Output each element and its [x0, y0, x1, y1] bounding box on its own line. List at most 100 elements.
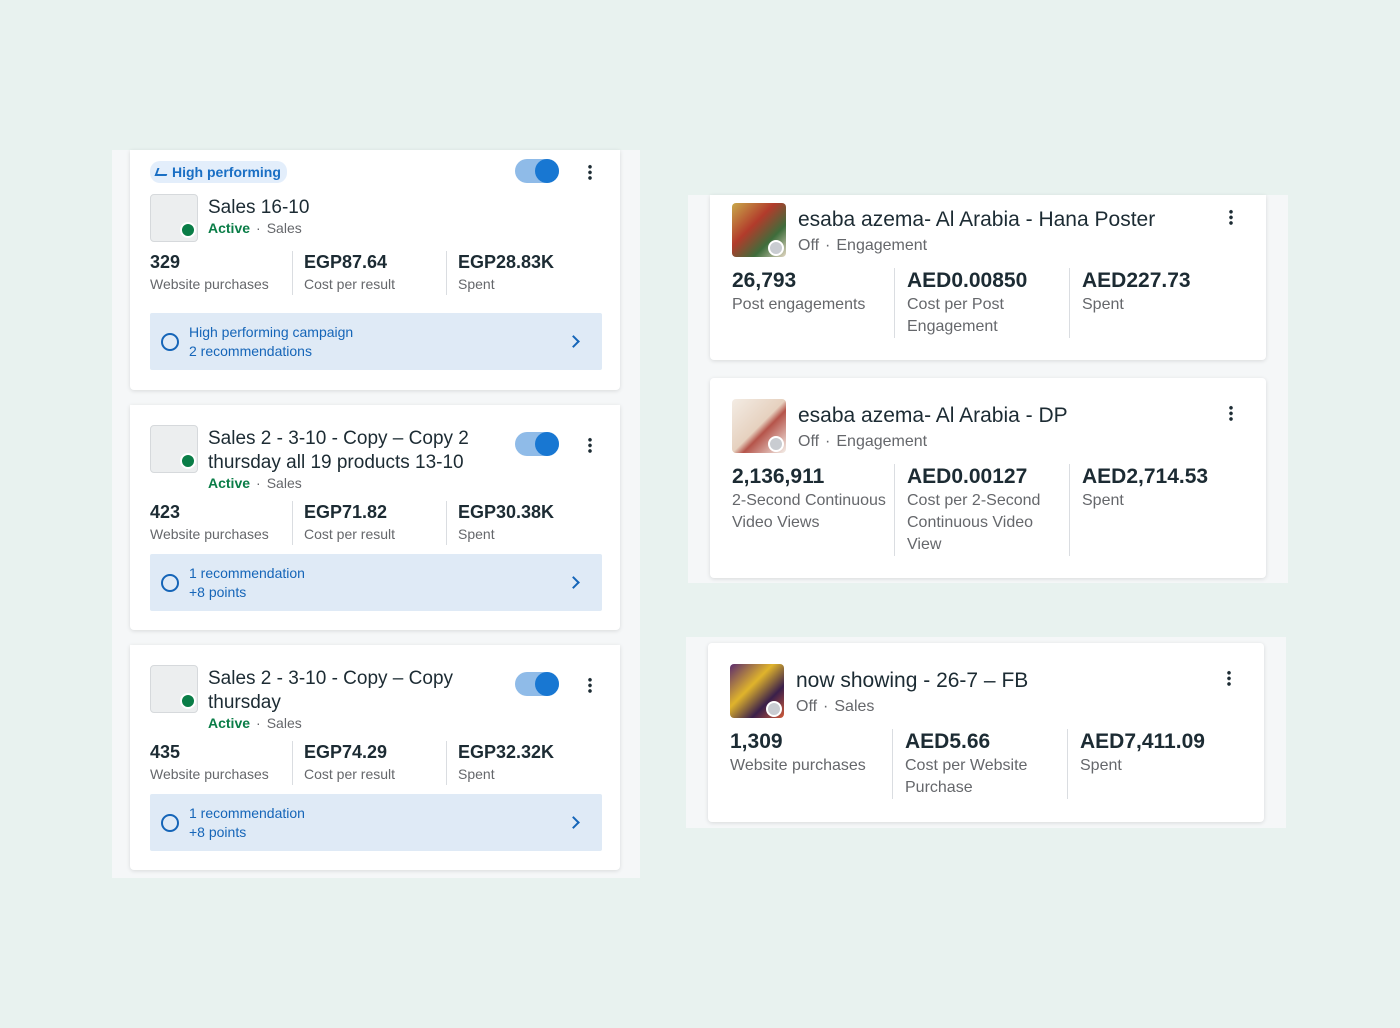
metric-label: Cost per result — [304, 276, 396, 292]
status-line: Off Engagement — [798, 430, 1218, 454]
toggle[interactable] — [515, 432, 559, 456]
metrics: 435 Website purchases EGP74.29 Cost per res… — [150, 741, 598, 785]
metric-label: Website purchases — [150, 766, 269, 782]
campaign-name: esaba azema- Al Arabia - DP — [798, 404, 1068, 427]
name-block: now showing - 26-7 – FB Off Sales — [796, 667, 1216, 719]
metric-label: Spent — [458, 276, 495, 292]
metric: 1,309 Website purchases — [730, 729, 892, 799]
metric-value: EGP71.82 — [304, 502, 388, 522]
objective: Sales — [834, 698, 875, 715]
menu[interactable] — [1227, 670, 1231, 686]
metric-value: AED2,714.53 — [1082, 465, 1209, 488]
status: Off — [798, 237, 820, 254]
menu[interactable] — [588, 677, 592, 693]
metric-label: Spent — [1080, 757, 1122, 774]
campaign-card[interactable]: Sales 2 - 3-10 - Copy – Copy thursday Act… — [130, 645, 620, 870]
metric-value: 1,309 — [730, 730, 783, 753]
name-block: esaba azema- Al Arabia - DP Off Engagement — [798, 402, 1218, 454]
status-dot — [180, 693, 196, 709]
metric-value: 26,793 — [732, 269, 797, 292]
menu[interactable] — [588, 164, 592, 180]
metric-value: 435 — [150, 742, 181, 762]
menu[interactable] — [1229, 209, 1233, 225]
metric-label: Website purchases — [150, 276, 269, 292]
recommendation[interactable]: High performing campaign 2 recommendation… — [150, 313, 602, 370]
metrics: 423 Website purchases EGP71.82 Cost per res… — [150, 501, 598, 545]
menu[interactable] — [1229, 405, 1233, 421]
campaign-card[interactable]: esaba azema- Al Arabia - Hana Poster Off E… — [710, 195, 1266, 360]
metric-label: Cost per Website Purchase — [905, 757, 1028, 796]
separator — [250, 475, 267, 491]
metric-label: Spent — [1082, 492, 1124, 509]
metric: EGP87.64 Cost per result — [292, 251, 446, 295]
status-line: Off Engagement — [798, 234, 1218, 258]
metric-label: Cost per result — [304, 526, 396, 542]
status-line: Active Sales — [208, 715, 498, 731]
objective: Engagement — [836, 433, 928, 450]
status: Off — [798, 433, 820, 450]
campaign-name: esaba azema- Al Arabia - Hana Poster — [798, 208, 1156, 231]
metric: AED2,714.53 Spent — [1069, 464, 1252, 556]
metric-label: 2-Second Continuous Video Views — [732, 492, 886, 531]
metric-label: Spent — [1082, 296, 1124, 313]
campaign-name: Sales 2 - 3-10 - Copy – Copy thursday — [208, 668, 454, 713]
rec-subtitle: +8 points — [189, 584, 247, 600]
badge: High performing — [150, 161, 287, 183]
metric: EGP30.38K Spent — [446, 501, 598, 545]
separator — [250, 220, 267, 236]
metric-label: Cost per Post Engagement — [907, 296, 1004, 335]
rec-title: High performing campaign — [189, 324, 354, 340]
status: Active — [208, 715, 251, 731]
metric-value: AED0.00850 — [907, 269, 1028, 292]
status: Active — [208, 475, 251, 491]
name-block: Sales 2 - 3-10 - Copy – Copy 2 thursday … — [208, 427, 498, 491]
status-dot — [766, 701, 782, 717]
menu[interactable] — [588, 437, 592, 453]
metric: AED0.00850 Cost per Post Engagement — [894, 268, 1069, 338]
metrics: 26,793 Post engagements AED0.00850 Cost per… — [732, 268, 1252, 338]
status: Active — [208, 220, 251, 236]
separator — [819, 433, 836, 450]
metric-value: AED7,411.09 — [1080, 730, 1205, 753]
metric-label: Cost per 2-Second Continuous Video View — [907, 492, 1041, 553]
metric: 423 Website purchases — [150, 501, 292, 545]
status-dot — [180, 453, 196, 469]
metric-label: Cost per result — [304, 766, 396, 782]
metric: 2,136,911 2-Second Continuous Video Views — [732, 464, 894, 556]
toggle[interactable] — [515, 672, 559, 696]
metric-value: AED227.73 — [1082, 269, 1191, 292]
metric-value: AED5.66 — [905, 730, 991, 753]
recommendation[interactable]: 1 recommendation +8 points — [150, 554, 602, 611]
metric: EGP71.82 Cost per result — [292, 501, 446, 545]
metric-value: EGP28.83K — [458, 252, 555, 272]
rec-subtitle: 2 recommendations — [189, 343, 312, 359]
rec-title: 1 recommendation — [189, 805, 305, 821]
metric: 329 Website purchases — [150, 251, 292, 295]
status-line: Active Sales — [208, 220, 498, 236]
campaign-name: Sales 16-10 — [208, 197, 310, 218]
metric: AED0.00127 Cost per 2-Second Continuous V… — [894, 464, 1069, 556]
status-line: Off Sales — [796, 695, 1216, 719]
name-block: Sales 2 - 3-10 - Copy – Copy thursday Act… — [208, 667, 498, 731]
objective: Sales — [266, 475, 302, 491]
metrics: 329 Website purchases EGP87.64 Cost per res… — [150, 251, 598, 295]
campaign-card[interactable]: now showing - 26-7 – FB Off Sales 1,309 Webs… — [708, 643, 1264, 822]
metric-value: 2,136,911 — [732, 465, 825, 488]
metric: 435 Website purchases — [150, 741, 292, 785]
recommendation[interactable]: 1 recommendation +8 points — [150, 794, 602, 851]
campaign-card[interactable]: High performing Sales 16-10 Active Sales 329… — [130, 150, 620, 390]
metric: AED7,411.09 Spent — [1067, 729, 1250, 799]
objective: Engagement — [836, 237, 928, 254]
campaign-card[interactable]: esaba azema- Al Arabia - DP Off Engagement… — [710, 378, 1266, 578]
campaign-card[interactable]: Sales 2 - 3-10 - Copy – Copy 2 thursday … — [130, 405, 620, 630]
status-dot — [768, 436, 784, 452]
metric-value: EGP87.64 — [304, 252, 388, 272]
separator — [819, 237, 836, 254]
rec-subtitle: +8 points — [189, 824, 247, 840]
metric: AED227.73 Spent — [1069, 268, 1252, 338]
metric-value: 423 — [150, 502, 181, 522]
status-dot — [180, 222, 196, 238]
toggle[interactable] — [515, 159, 559, 183]
metric-label: Website purchases — [150, 526, 269, 542]
